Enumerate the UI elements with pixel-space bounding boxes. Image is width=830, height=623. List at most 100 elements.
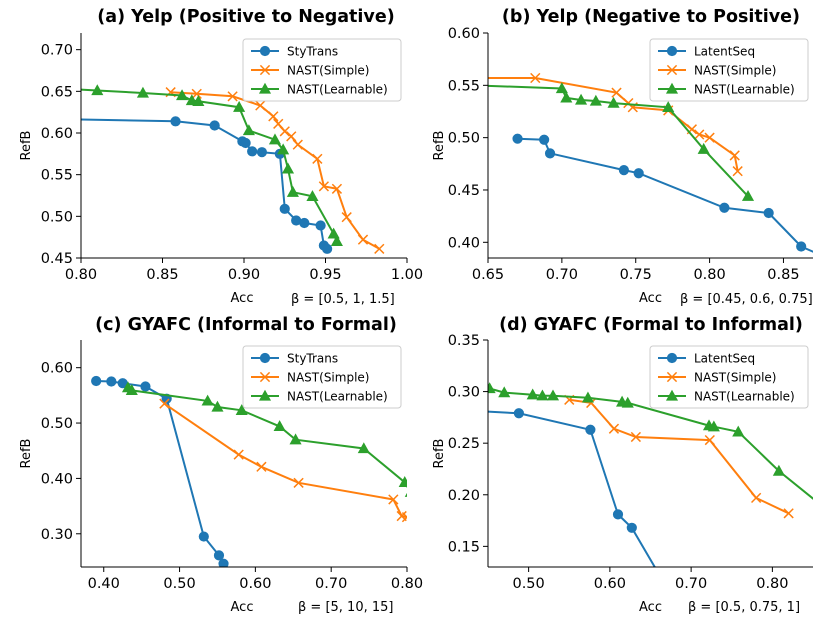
plot-area — [488, 72, 813, 253]
x-marker-stroke — [312, 153, 323, 164]
legend-label: LatentSeq — [694, 45, 755, 59]
data-point — [401, 512, 407, 523]
y-tick-label: 0.55 — [448, 78, 480, 94]
data-point — [240, 137, 251, 149]
legend: StyTrans NAST(Simple) NAST(Learnable) — [242, 38, 402, 102]
y-tick-label: 0.60 — [41, 361, 73, 377]
plot-area — [91, 375, 407, 567]
data-point — [608, 423, 620, 434]
x-marker-stroke — [666, 64, 678, 76]
legend-label: NAST(Simple) — [287, 371, 369, 385]
x-marker-stroke — [286, 131, 297, 142]
x-axis-label: Acc — [639, 291, 662, 306]
data-point — [536, 389, 549, 401]
data-point — [357, 234, 369, 245]
y-tick-label: 0.55 — [41, 168, 73, 184]
data-point — [106, 376, 117, 387]
data-point — [140, 381, 151, 392]
x-axis-label: Acc — [231, 600, 254, 615]
x-tick-label: 0.90 — [228, 267, 260, 283]
data-point — [621, 396, 634, 408]
x-tick-label: 0.80 — [391, 576, 423, 592]
legend: LatentSeq NAST(Simple) NAST(Learnable) — [649, 38, 809, 102]
data-point — [159, 398, 170, 409]
data-point — [707, 420, 720, 432]
legend-marker — [259, 371, 271, 383]
data-point — [170, 116, 181, 127]
x-marker-stroke — [704, 434, 715, 446]
data-point — [331, 183, 343, 194]
x-tick-label: 0.60 — [594, 576, 626, 592]
data-point — [546, 389, 560, 401]
data-point — [763, 207, 774, 219]
data-point — [512, 133, 523, 144]
y-tick-label: 0.15 — [448, 539, 480, 555]
x-tick-label: 0.60 — [239, 576, 271, 592]
data-point — [306, 190, 319, 201]
data-point — [209, 120, 220, 131]
data-point — [581, 391, 594, 403]
legend-label: NAST(Learnable) — [287, 390, 388, 404]
plot-area — [488, 382, 813, 592]
legend-marker — [259, 352, 271, 364]
data-point — [233, 449, 244, 460]
data-point — [255, 100, 266, 111]
data-point — [729, 150, 740, 161]
x-tick-label: 0.65 — [472, 267, 504, 283]
legend-marker — [666, 45, 678, 57]
legend-label: NAST(Simple) — [694, 371, 776, 385]
data-point — [125, 384, 138, 396]
x-marker-stroke — [401, 512, 407, 519]
data-point — [198, 531, 209, 542]
data-point — [697, 142, 710, 154]
x-marker-stroke — [357, 234, 369, 245]
x-marker-stroke — [666, 371, 678, 383]
legend-marker — [666, 352, 678, 364]
data-point — [192, 95, 205, 106]
x-tick-label: 0.50 — [512, 576, 544, 592]
series-line-green — [127, 386, 407, 488]
data-point — [256, 147, 268, 158]
x-marker-stroke — [159, 398, 170, 409]
data-point — [322, 243, 333, 254]
data-point — [286, 185, 299, 197]
x-marker-stroke — [256, 461, 267, 472]
data-point — [315, 220, 326, 231]
x-marker-stroke — [293, 477, 304, 488]
data-point — [218, 558, 229, 567]
data-point — [772, 464, 785, 476]
data-point — [233, 100, 246, 112]
x-marker-stroke — [273, 118, 284, 129]
chart-title: (d) GYAFC (Formal to Informal) — [499, 315, 803, 335]
data-point — [662, 583, 671, 592]
x-marker-stroke — [388, 494, 399, 505]
data-point — [191, 88, 202, 99]
legend-label: StyTrans — [287, 352, 338, 366]
series-line-blue — [517, 137, 813, 253]
data-point — [607, 96, 620, 108]
x-marker-stroke — [401, 516, 407, 523]
x-marker-stroke — [704, 132, 715, 143]
data-point — [783, 508, 794, 519]
y-axis-label: RefB — [432, 131, 447, 161]
beta-annotation: β = [0.5, 1, 1.5] — [291, 292, 395, 307]
x-marker-stroke — [331, 183, 343, 194]
legend: StyTrans NAST(Simple) NAST(Learnable) — [242, 345, 402, 409]
data-point — [488, 382, 496, 394]
y-tick-label: 0.40 — [448, 235, 480, 251]
x-marker-stroke — [318, 181, 330, 192]
y-tick-label: 0.45 — [41, 251, 73, 267]
data-point — [213, 550, 225, 561]
data-point — [704, 434, 715, 446]
data-point — [242, 124, 255, 136]
chart-panel-4: (d) GYAFC (Formal to Informal) 0.50 0.60 0.… — [432, 315, 813, 615]
data-point — [611, 87, 622, 98]
data-point — [247, 146, 258, 157]
x-marker-stroke — [233, 449, 244, 460]
y-tick-label: 0.30 — [41, 527, 73, 543]
y-axis-label: RefB — [19, 131, 34, 161]
data-point — [630, 431, 642, 443]
x-tick-label: 0.75 — [620, 267, 652, 283]
y-tick-label: 0.60 — [448, 26, 480, 42]
x-tick-label: 0.70 — [315, 576, 347, 592]
